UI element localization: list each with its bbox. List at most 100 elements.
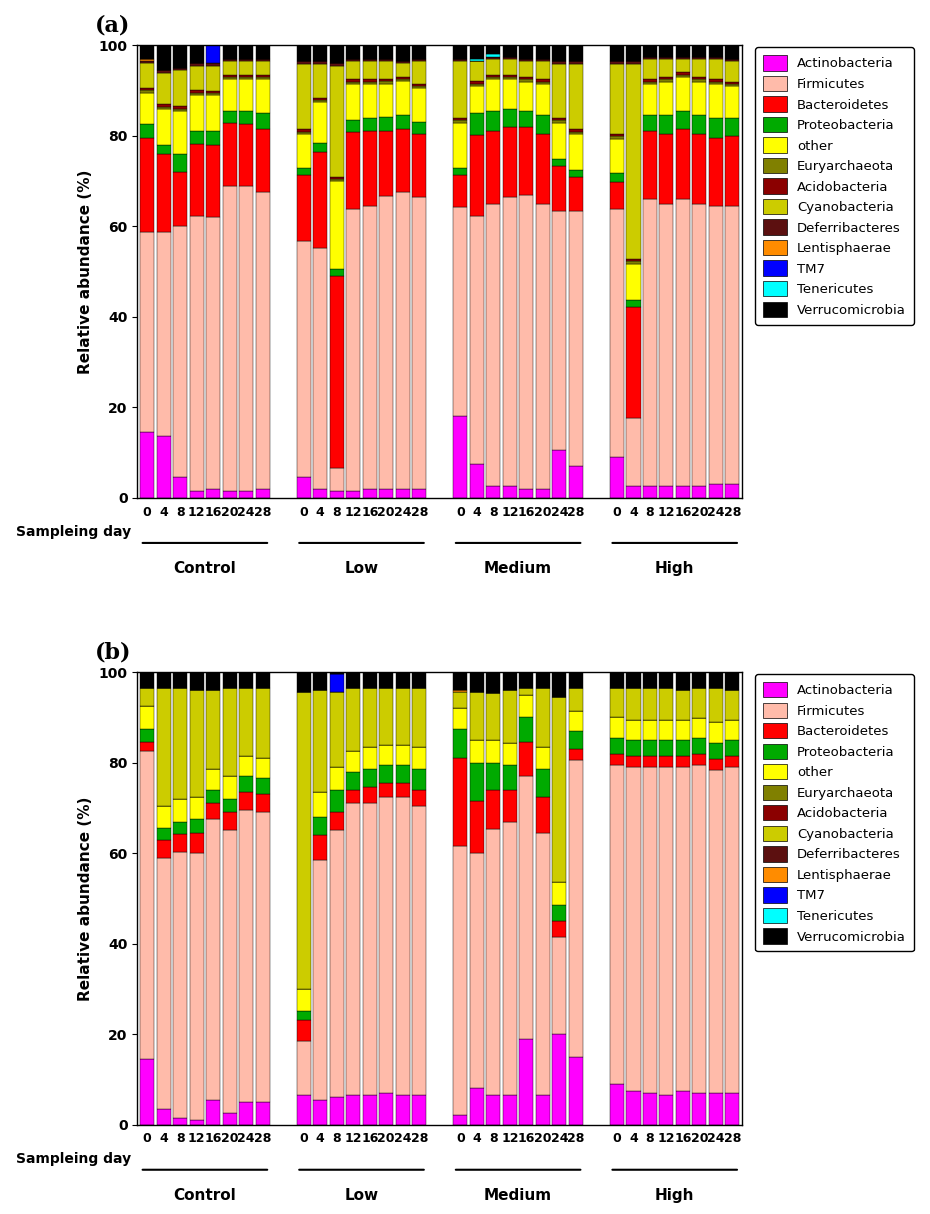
Bar [239, 79, 253, 110]
Bar [519, 127, 533, 194]
Bar [659, 688, 673, 720]
Bar [569, 749, 583, 760]
Bar [709, 84, 723, 118]
Text: High: High [655, 1187, 695, 1203]
Bar [676, 57, 690, 59]
Bar [643, 57, 657, 59]
Bar [519, 694, 533, 717]
Bar [552, 673, 566, 697]
Bar [503, 78, 517, 79]
Bar [676, 487, 690, 498]
Bar [659, 204, 673, 487]
Bar [330, 675, 344, 692]
Bar [256, 794, 270, 812]
Bar [140, 137, 154, 232]
Bar [140, 61, 154, 63]
Bar [222, 830, 236, 1113]
Bar [379, 45, 393, 59]
Bar [412, 489, 426, 498]
Bar [395, 76, 410, 79]
Bar [363, 804, 377, 1095]
Bar [552, 697, 566, 883]
Bar [346, 772, 360, 790]
Bar [379, 61, 393, 79]
Bar [643, 673, 657, 688]
Bar [725, 86, 739, 118]
Bar [453, 206, 468, 416]
Bar [725, 484, 739, 498]
Bar [346, 804, 360, 1095]
Bar [486, 59, 500, 75]
Bar [156, 232, 171, 436]
Bar [330, 66, 344, 177]
Bar [536, 673, 550, 688]
Bar [725, 1093, 739, 1124]
Bar [536, 79, 550, 81]
Bar [643, 131, 657, 199]
Bar [536, 796, 550, 833]
Bar [486, 829, 500, 1095]
Bar [470, 84, 484, 86]
Bar [412, 89, 426, 123]
Bar [239, 45, 253, 59]
Bar [643, 741, 657, 756]
Bar [709, 722, 723, 743]
Bar [346, 59, 360, 62]
Bar [313, 691, 327, 792]
Bar [643, 45, 657, 57]
Bar [412, 123, 426, 134]
Bar [173, 227, 187, 477]
Bar [190, 95, 204, 131]
Bar [297, 1040, 311, 1095]
Bar [256, 62, 270, 75]
Bar [519, 688, 533, 694]
Bar [536, 688, 550, 747]
Bar [676, 199, 690, 487]
Bar [536, 204, 550, 489]
Bar [346, 81, 360, 84]
Bar [379, 489, 393, 498]
Bar [692, 487, 707, 498]
Bar [140, 432, 154, 498]
Bar [239, 673, 253, 688]
Bar [676, 756, 690, 767]
Bar [256, 75, 270, 78]
Bar [725, 118, 739, 136]
Bar [610, 754, 624, 765]
Bar [346, 62, 360, 80]
Bar [297, 175, 311, 240]
Bar [297, 1011, 311, 1021]
Bar [536, 134, 550, 204]
Bar [140, 742, 154, 751]
Bar [330, 276, 344, 469]
Bar [536, 59, 550, 62]
Bar [173, 673, 187, 688]
Bar [659, 45, 673, 57]
Bar [313, 1100, 327, 1124]
Bar [569, 63, 583, 130]
Bar [486, 764, 500, 790]
Bar [206, 131, 220, 144]
Bar [725, 81, 739, 84]
Bar [519, 78, 533, 79]
Bar [569, 130, 583, 132]
Bar [627, 300, 641, 307]
Y-axis label: Relative abundance (%): Relative abundance (%) [78, 170, 93, 374]
Bar [676, 110, 690, 129]
Bar [330, 790, 344, 812]
Bar [627, 307, 641, 419]
Bar [692, 688, 707, 717]
Bar [643, 1093, 657, 1124]
Bar [363, 59, 377, 62]
Bar [412, 197, 426, 489]
Bar [643, 199, 657, 487]
Bar [256, 688, 270, 759]
Bar [379, 673, 393, 688]
Bar [379, 197, 393, 489]
Text: Low: Low [344, 1187, 379, 1203]
Bar [313, 100, 327, 102]
Bar [676, 691, 690, 720]
Bar [330, 812, 344, 830]
Bar [330, 830, 344, 1097]
Bar [206, 66, 220, 91]
